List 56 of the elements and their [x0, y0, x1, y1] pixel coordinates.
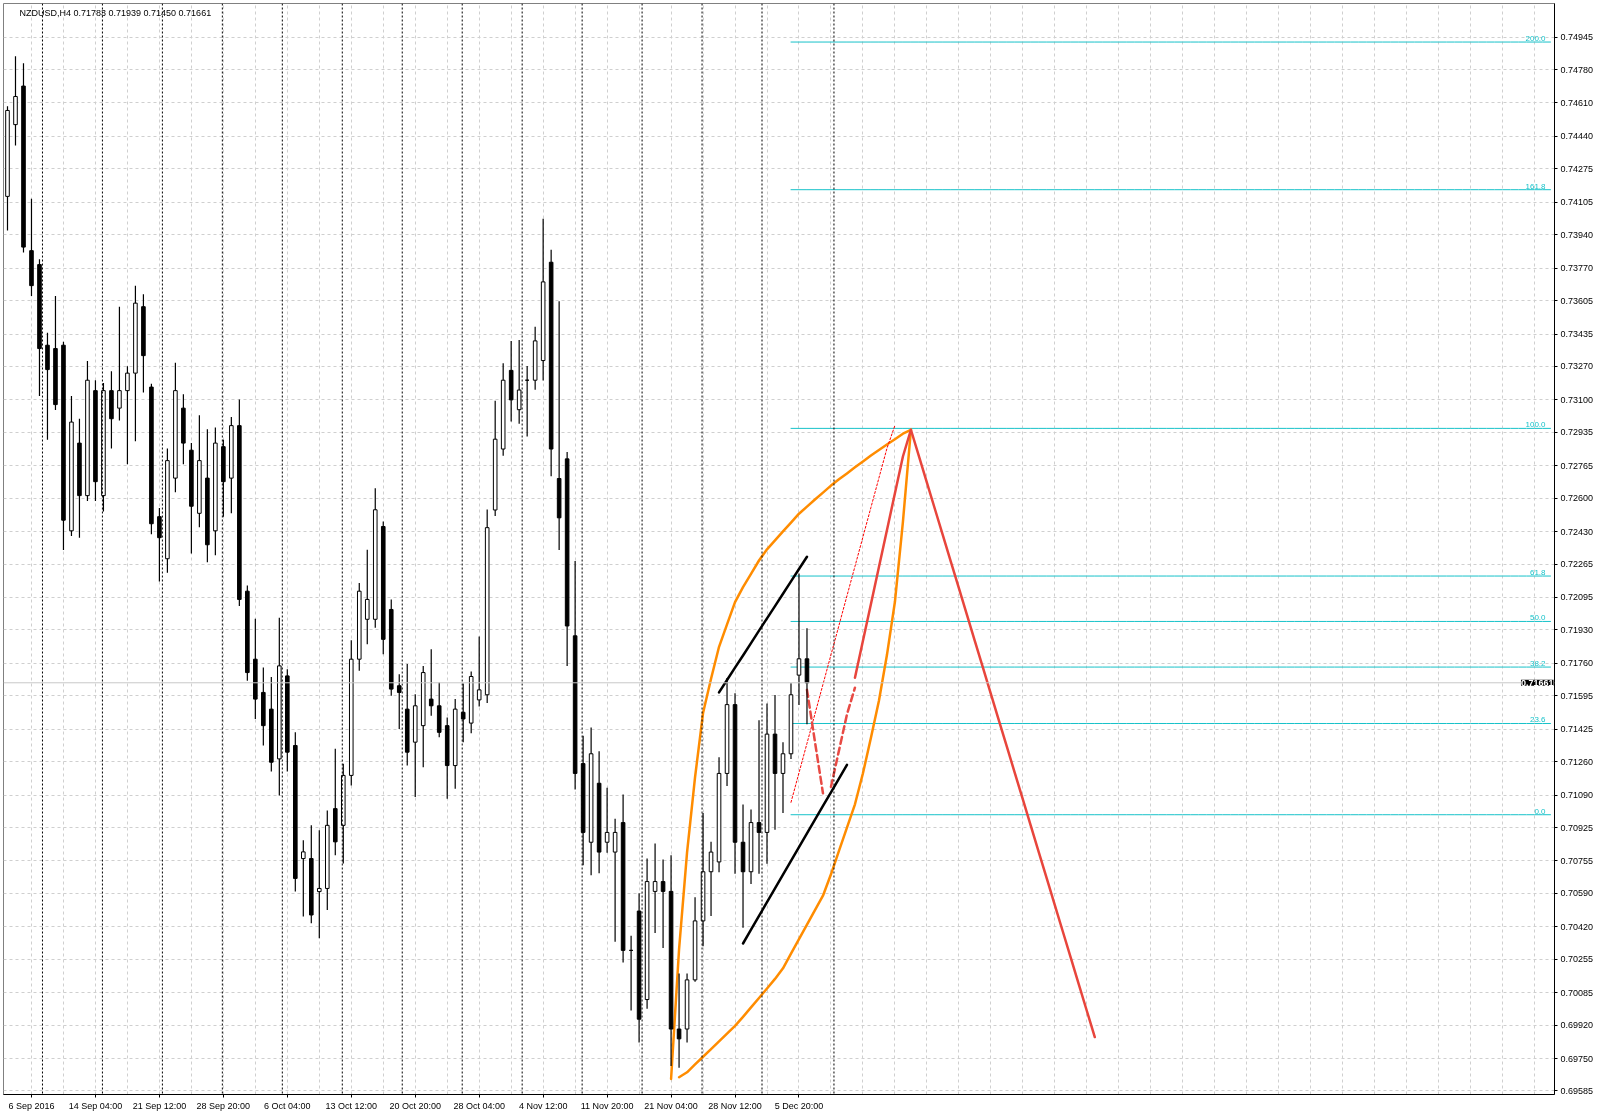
y-tick-label: 0.71930 [1560, 624, 1594, 635]
y-tick-label: 0.74780 [1560, 64, 1594, 75]
series-label: 23.6 [1529, 715, 1547, 725]
y-tick-label: 0.72095 [1560, 592, 1594, 603]
y-tick-label: 0.70085 [1560, 987, 1594, 998]
y-tick-label: 0.74275 [1560, 163, 1594, 174]
y-tick-label: 0.71425 [1560, 724, 1594, 735]
series-label: 61.8 [1529, 568, 1547, 578]
x-tick-label: 5 Dec 20:00 [774, 1100, 824, 1111]
y-tick-label: 0.73770 [1560, 263, 1594, 274]
x-tick-label: 20 Oct 20:00 [389, 1100, 442, 1111]
y-tick-label: 0.70255 [1560, 954, 1594, 965]
series-label: 0.0 [1534, 806, 1547, 816]
y-tick-label: 0.73605 [1560, 295, 1594, 306]
y-tick-label: 0.73270 [1560, 361, 1594, 372]
y-tick-label: 0.70925 [1560, 822, 1594, 833]
y-tick-label: 0.71760 [1560, 658, 1594, 669]
x-tick-label: 6 Oct 04:00 [264, 1100, 311, 1111]
y-tick-label: 0.73940 [1560, 229, 1594, 240]
y-tick-label: 0.72265 [1560, 559, 1594, 570]
chart-title: NZDUSD,H4 0.71783 0.71939 0.71450 0.71661 [19, 7, 212, 18]
x-tick-label: 21 Sep 12:00 [132, 1100, 187, 1111]
x-tick-label: 6 Sep 2016 [8, 1100, 55, 1111]
series-label: 50.0 [1529, 613, 1547, 623]
y-tick-label: 0.73435 [1560, 329, 1594, 339]
x-tick-label: 14 Sep 04:00 [68, 1100, 123, 1111]
x-tick-label: 13 Oct 12:00 [325, 1100, 378, 1111]
y-tick-label: 0.72765 [1560, 460, 1594, 471]
series-label: 38.2 [1529, 659, 1547, 669]
series-label: 161.8 [1525, 181, 1547, 191]
y-tick-label: 0.69920 [1560, 1020, 1594, 1031]
y-tick-label: 0.69585 [1560, 1085, 1594, 1096]
y-tick-label: 0.71595 [1560, 690, 1594, 701]
y-tick-label: 0.71260 [1560, 756, 1594, 767]
series-label: 200.0 [1525, 34, 1547, 44]
y-tick-label: 0.70755 [1560, 855, 1594, 866]
y-tick-label: 0.71090 [1560, 790, 1594, 801]
y-tick-label: 0.74610 [1560, 97, 1594, 108]
y-tick-label: 0.72430 [1560, 526, 1594, 537]
x-tick-label: 28 Sep 20:00 [196, 1100, 251, 1111]
y-tick-label: 0.70420 [1560, 921, 1594, 932]
y-tick-label: 0.72600 [1560, 493, 1594, 504]
ref-line-label: 0.71661 [1520, 677, 1554, 688]
y-tick-label: 0.74945 [1560, 32, 1594, 43]
y-tick-label: 0.74440 [1560, 131, 1594, 142]
x-tick-label: 11 Nov 20:00 [580, 1100, 634, 1111]
series-label: 100.0 [1525, 420, 1547, 430]
y-tick-label: 0.72935 [1560, 427, 1594, 438]
x-tick-label: 4 Nov 12:00 [518, 1100, 568, 1111]
y-tick-label: 0.70590 [1560, 888, 1594, 899]
x-tick-label: 28 Nov 12:00 [708, 1100, 762, 1111]
y-tick-label: 0.73100 [1560, 394, 1594, 405]
x-tick-label: 21 Nov 04:00 [644, 1100, 698, 1111]
x-tick-label: 28 Oct 04:00 [453, 1100, 505, 1111]
y-tick-label: 0.69750 [1560, 1053, 1594, 1064]
y-tick-label: 0.74105 [1560, 197, 1594, 208]
